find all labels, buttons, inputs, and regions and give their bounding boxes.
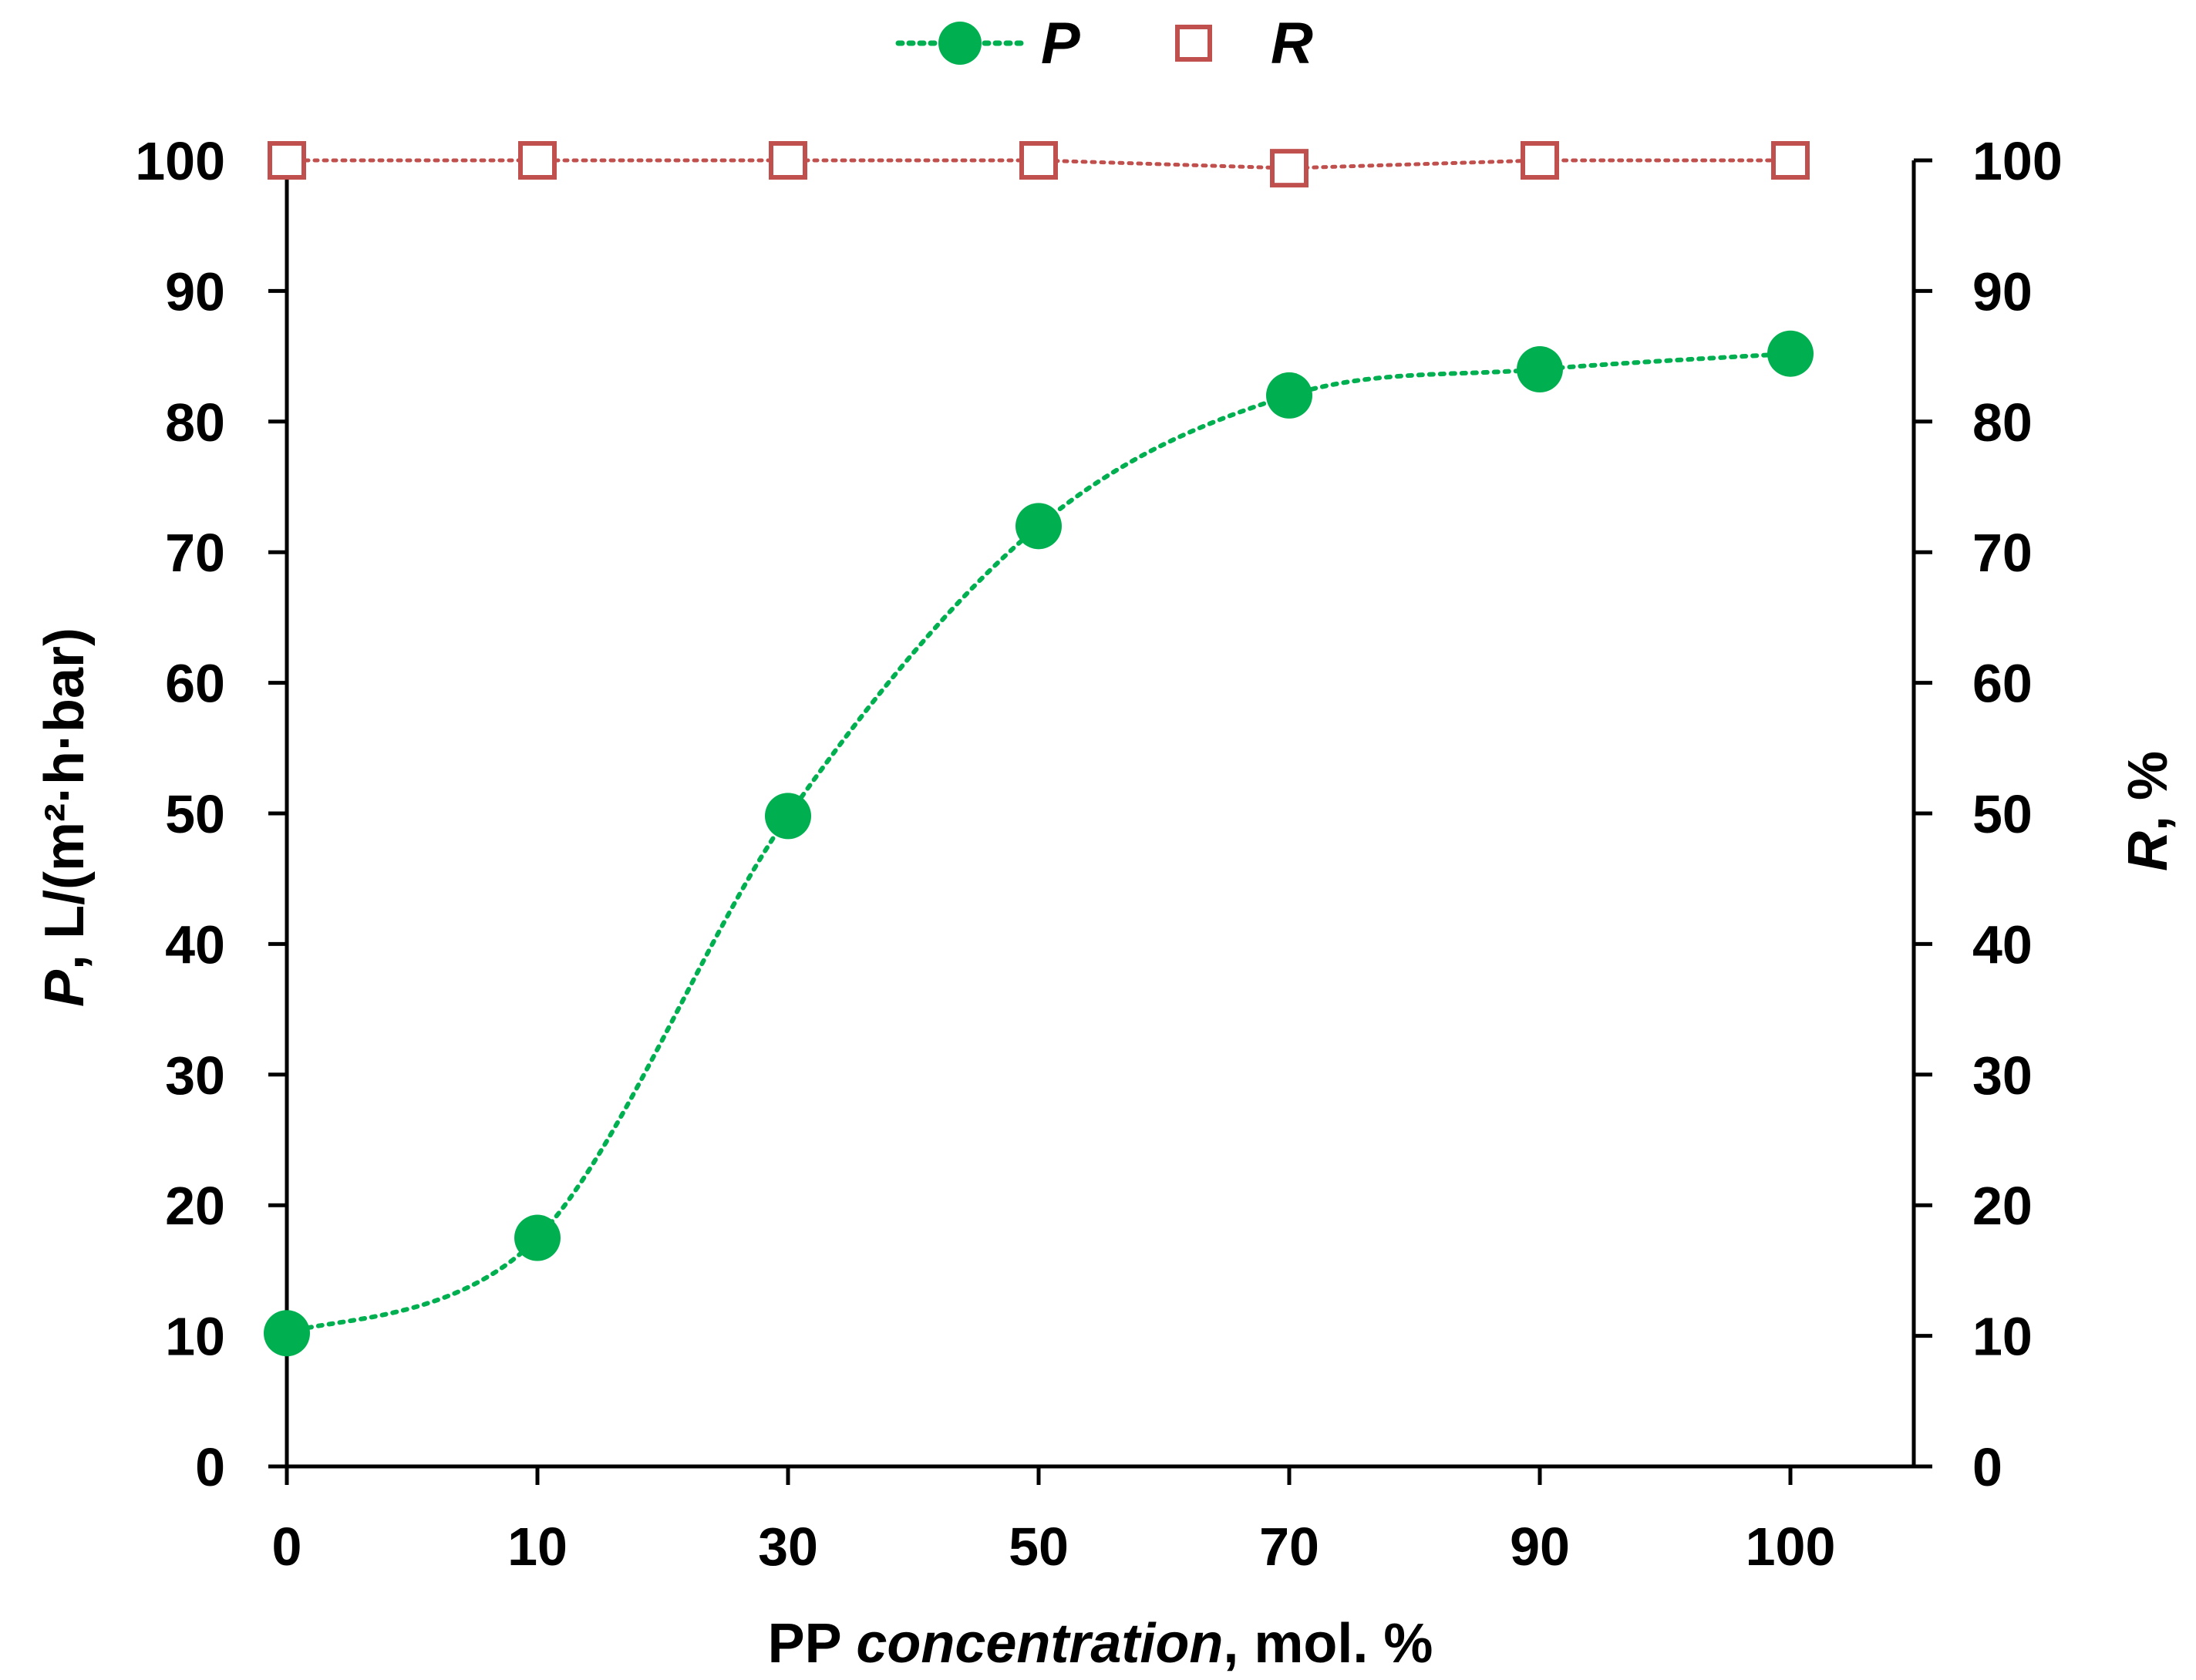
right-y-tick-label: 20: [1972, 1176, 2033, 1236]
right-y-tick-label: 10: [1972, 1307, 2033, 1367]
series-p-point: [1767, 330, 1814, 377]
right-y-tick-label: 30: [1972, 1045, 2033, 1106]
right-y-tick-label: 60: [1972, 654, 2033, 714]
x-axis-title-italic: concentration: [856, 1613, 1223, 1675]
left-y-tick-label: 0: [195, 1437, 225, 1497]
right-y-tick-label: 100: [1972, 131, 2063, 191]
series-r-point: [1771, 141, 1810, 180]
series-r-point: [268, 141, 306, 180]
left-y-axis-title: P, L/(m²·h·bar): [34, 628, 96, 1007]
right-y-tick-label: 80: [1972, 392, 2033, 453]
left-y-tick-label: 30: [165, 1045, 225, 1106]
left-y-tick-label: 20: [165, 1176, 225, 1236]
series-p: [264, 330, 1814, 1357]
right-y-tick-label: 40: [1972, 914, 2033, 975]
x-axis-title-prefix: PP: [768, 1613, 857, 1675]
left-y-axis-title-italic: P: [34, 969, 96, 1007]
x-axis-title-suffix: , mol. %: [1223, 1613, 1433, 1675]
series-p-point: [1015, 503, 1062, 550]
legend-p-marker: [938, 22, 982, 65]
right-y-tick-label: 50: [1972, 784, 2033, 844]
x-tick-label: 50: [1009, 1517, 1069, 1577]
left-y-tick-label: 60: [165, 654, 225, 714]
series-r-point: [1521, 141, 1559, 180]
left-y-tick-label: 10: [165, 1307, 225, 1367]
axes: [285, 160, 1916, 1469]
ticks-layer: 0 10 30 50 70 90 100 0 10 20 30 40 50 60 70 80 90 100 0 10 2…: [135, 131, 2063, 1577]
series-r-point: [1019, 141, 1058, 180]
series-r-point: [518, 141, 557, 180]
legend-r-label: R: [1271, 11, 1313, 76]
legend-p-label: P: [1041, 11, 1080, 76]
left-y-tick-label: 100: [135, 131, 225, 191]
right-y-axis-title-italic: R: [2117, 831, 2179, 871]
x-tick-label: 90: [1510, 1517, 1570, 1577]
series-p-point: [264, 1310, 310, 1357]
x-tick-label: 10: [507, 1517, 568, 1577]
left-y-tick-label: 70: [165, 523, 225, 583]
left-y-tick-label: 40: [165, 914, 225, 975]
series-p-point: [1517, 346, 1563, 393]
x-tick-label: 0: [272, 1517, 302, 1577]
legend-r-marker: [1175, 25, 1212, 62]
series-p-point: [765, 793, 811, 840]
series-r-point: [769, 141, 807, 180]
left-y-tick-label: 80: [165, 392, 225, 453]
right-y-tick-label: 0: [1972, 1437, 2002, 1497]
series-r-point: [1270, 149, 1309, 188]
left-y-tick-label: 90: [165, 261, 225, 322]
x-tick-label: 30: [758, 1517, 818, 1577]
x-tick-label: 100: [1746, 1517, 1836, 1577]
right-y-tick-label: 70: [1972, 523, 2033, 583]
x-tick-label: 70: [1259, 1517, 1319, 1577]
right-y-tick-label: 90: [1972, 261, 2033, 322]
legend: P R: [895, 11, 1313, 76]
series-p-point: [1266, 372, 1312, 419]
series-p-point: [514, 1214, 561, 1261]
series-p-line: [285, 351, 1793, 1336]
right-y-axis-title-rest: , %: [2117, 751, 2179, 831]
x-axis-title: PP concentration, mol. %: [768, 1613, 1433, 1675]
left-y-axis-title-rest: , L/(m²·h·bar): [34, 628, 96, 970]
right-y-axis-title: R, %: [2117, 751, 2179, 871]
left-y-tick-label: 50: [165, 784, 225, 844]
series-r: [268, 141, 1810, 188]
